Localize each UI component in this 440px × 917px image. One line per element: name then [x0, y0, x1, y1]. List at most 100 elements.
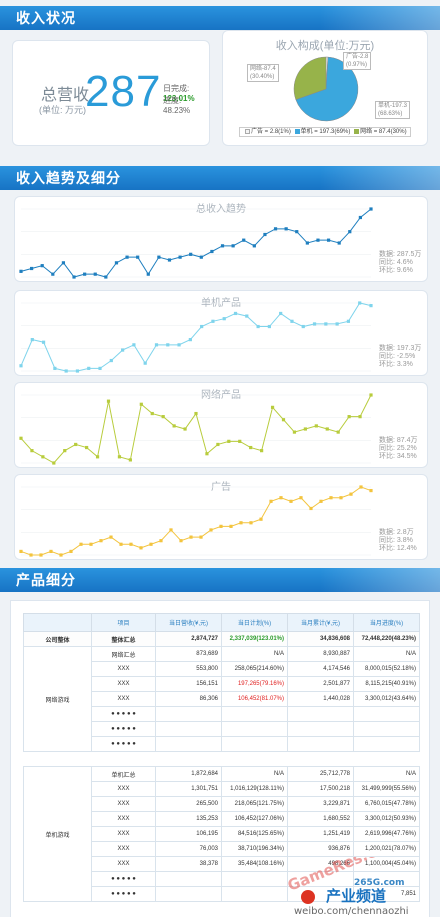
trend-panel-ads: 广告 数据: 2.8万 同比: 3.8% 环比: 12.4%	[14, 474, 428, 560]
data-point	[358, 415, 362, 419]
trend-panel-standalone: 单机产品 数据: 197.3万 同比: -2.5% 环比: 3.3%	[14, 290, 428, 376]
cell-item: 整体汇总	[91, 631, 156, 647]
cell-month: 4,174,546	[287, 661, 354, 677]
data-point	[249, 521, 253, 525]
cell-item: XXX	[91, 856, 156, 872]
product-table-standalone: 单机游戏 单机汇总 1,872,684 N/A 25,712,778 N/A XXX 1,30…	[23, 766, 420, 902]
data-point	[325, 427, 329, 431]
section-header-products: 产品细分	[0, 568, 440, 592]
cell-plan: N/A	[221, 766, 288, 782]
cell-plan	[221, 721, 288, 737]
cell-item: XXX	[91, 676, 156, 692]
data-point	[359, 485, 363, 489]
data-point	[369, 207, 373, 211]
data-point	[40, 264, 44, 268]
data-point	[61, 261, 66, 265]
cell-month	[287, 706, 354, 722]
cell-month	[287, 721, 354, 737]
data-point	[106, 399, 111, 403]
data-point	[114, 261, 119, 265]
cell-prog: 31,499,999(55.56%)	[353, 781, 420, 797]
cell-item: 网络汇总	[91, 646, 156, 662]
col-header-daily-revenue: 当日营收(¥,元)	[155, 613, 222, 632]
data-point	[136, 255, 140, 259]
cell-plan: 197,265(79.16%)	[221, 676, 288, 692]
cell-month: 1,440,028	[287, 691, 354, 707]
data-point	[19, 269, 23, 273]
data-point	[312, 322, 317, 326]
stat-mom: 环比: 34.5%	[379, 453, 417, 460]
pie-callout-web: 网络-87.4 (30.40%)	[247, 64, 279, 82]
legend-label-ads: 广告 = 2.8(1%)	[251, 129, 291, 135]
kpi-progress-value: 48.23%	[163, 106, 191, 115]
data-point	[109, 535, 113, 539]
cell-plan: 106,452(81.07%)	[221, 691, 288, 707]
data-point	[29, 553, 33, 557]
data-point	[189, 252, 193, 256]
trend-stats-ads: 数据: 2.8万 同比: 3.8% 环比: 12.4%	[379, 529, 417, 553]
cell-item: ● ● ● ● ●	[91, 721, 156, 737]
data-point	[220, 244, 225, 248]
data-point	[150, 411, 154, 416]
data-point	[303, 427, 307, 431]
data-point	[210, 249, 214, 254]
legend-label-standalone: 单机 = 197.3(69%)	[300, 129, 351, 135]
data-point	[99, 539, 103, 543]
data-point	[270, 405, 275, 409]
data-point	[222, 317, 226, 321]
cell-group: 单机游戏	[23, 766, 92, 902]
cell-rev: 553,800	[155, 661, 222, 677]
stat-yoy: 同比: 3.8%	[379, 537, 413, 544]
data-point	[157, 255, 161, 259]
data-point	[53, 366, 57, 370]
legend-swatch-standalone	[294, 128, 300, 134]
data-point	[19, 436, 23, 440]
data-point	[83, 272, 87, 276]
cell-prog: 8,115,215(40.91%)	[353, 676, 420, 692]
data-point	[316, 238, 320, 242]
data-point	[63, 449, 67, 453]
data-point	[87, 366, 91, 370]
data-point	[348, 230, 352, 234]
data-point	[149, 542, 153, 546]
data-point	[85, 445, 89, 450]
data-point	[349, 492, 353, 496]
trend-panel-web: 网络产品 数据: 87.4万 同比: 25.2% 环比: 34.5%	[14, 382, 428, 468]
stat-mom: 环比: 9.6%	[379, 267, 413, 274]
table-row-company: 公司整体 整体汇总 2,874,727 2,337,039(123.01%) 3…	[23, 631, 420, 647]
data-point	[249, 445, 253, 450]
data-point	[95, 455, 100, 459]
data-point	[139, 402, 143, 406]
cell-prog: 6,760,015(47.78%)	[353, 796, 420, 812]
data-point	[289, 499, 293, 503]
data-point	[72, 275, 76, 279]
cell-prog: 2,619,996(47.76%)	[353, 826, 420, 842]
data-point	[309, 506, 313, 511]
data-point	[281, 418, 286, 422]
cell-rev	[155, 871, 222, 887]
data-point	[41, 455, 45, 459]
cell-group: 公司整体	[23, 631, 92, 647]
data-point	[109, 358, 113, 363]
cell-prog: N/A	[353, 766, 420, 782]
cell-item: 单机汇总	[91, 766, 156, 782]
data-point	[209, 528, 213, 532]
data-point	[329, 496, 333, 500]
data-point	[200, 324, 204, 329]
table-header-row: 项目 当日营收(¥,元) 当日计划(%) 当月累计(¥,元) 当月进度(%)	[23, 613, 420, 632]
data-point	[64, 369, 68, 373]
trend-title-total: 总收入趋势	[196, 204, 246, 215]
data-point	[161, 415, 165, 419]
section-header-trend: 收入趋势及细分	[0, 166, 440, 190]
cell-month	[287, 736, 354, 752]
table-row: ● ● ● ● ●	[24, 871, 420, 887]
data-point	[52, 461, 56, 465]
cell-month: 936,876	[287, 841, 354, 857]
cell-rev	[155, 706, 222, 722]
col-header-monthly-progress: 当月进度(%)	[353, 613, 420, 632]
cell-item: XXX	[91, 826, 156, 842]
watermark-g-icon	[301, 890, 315, 904]
series-line	[20, 302, 372, 372]
data-point	[169, 528, 173, 532]
data-point	[41, 340, 46, 344]
